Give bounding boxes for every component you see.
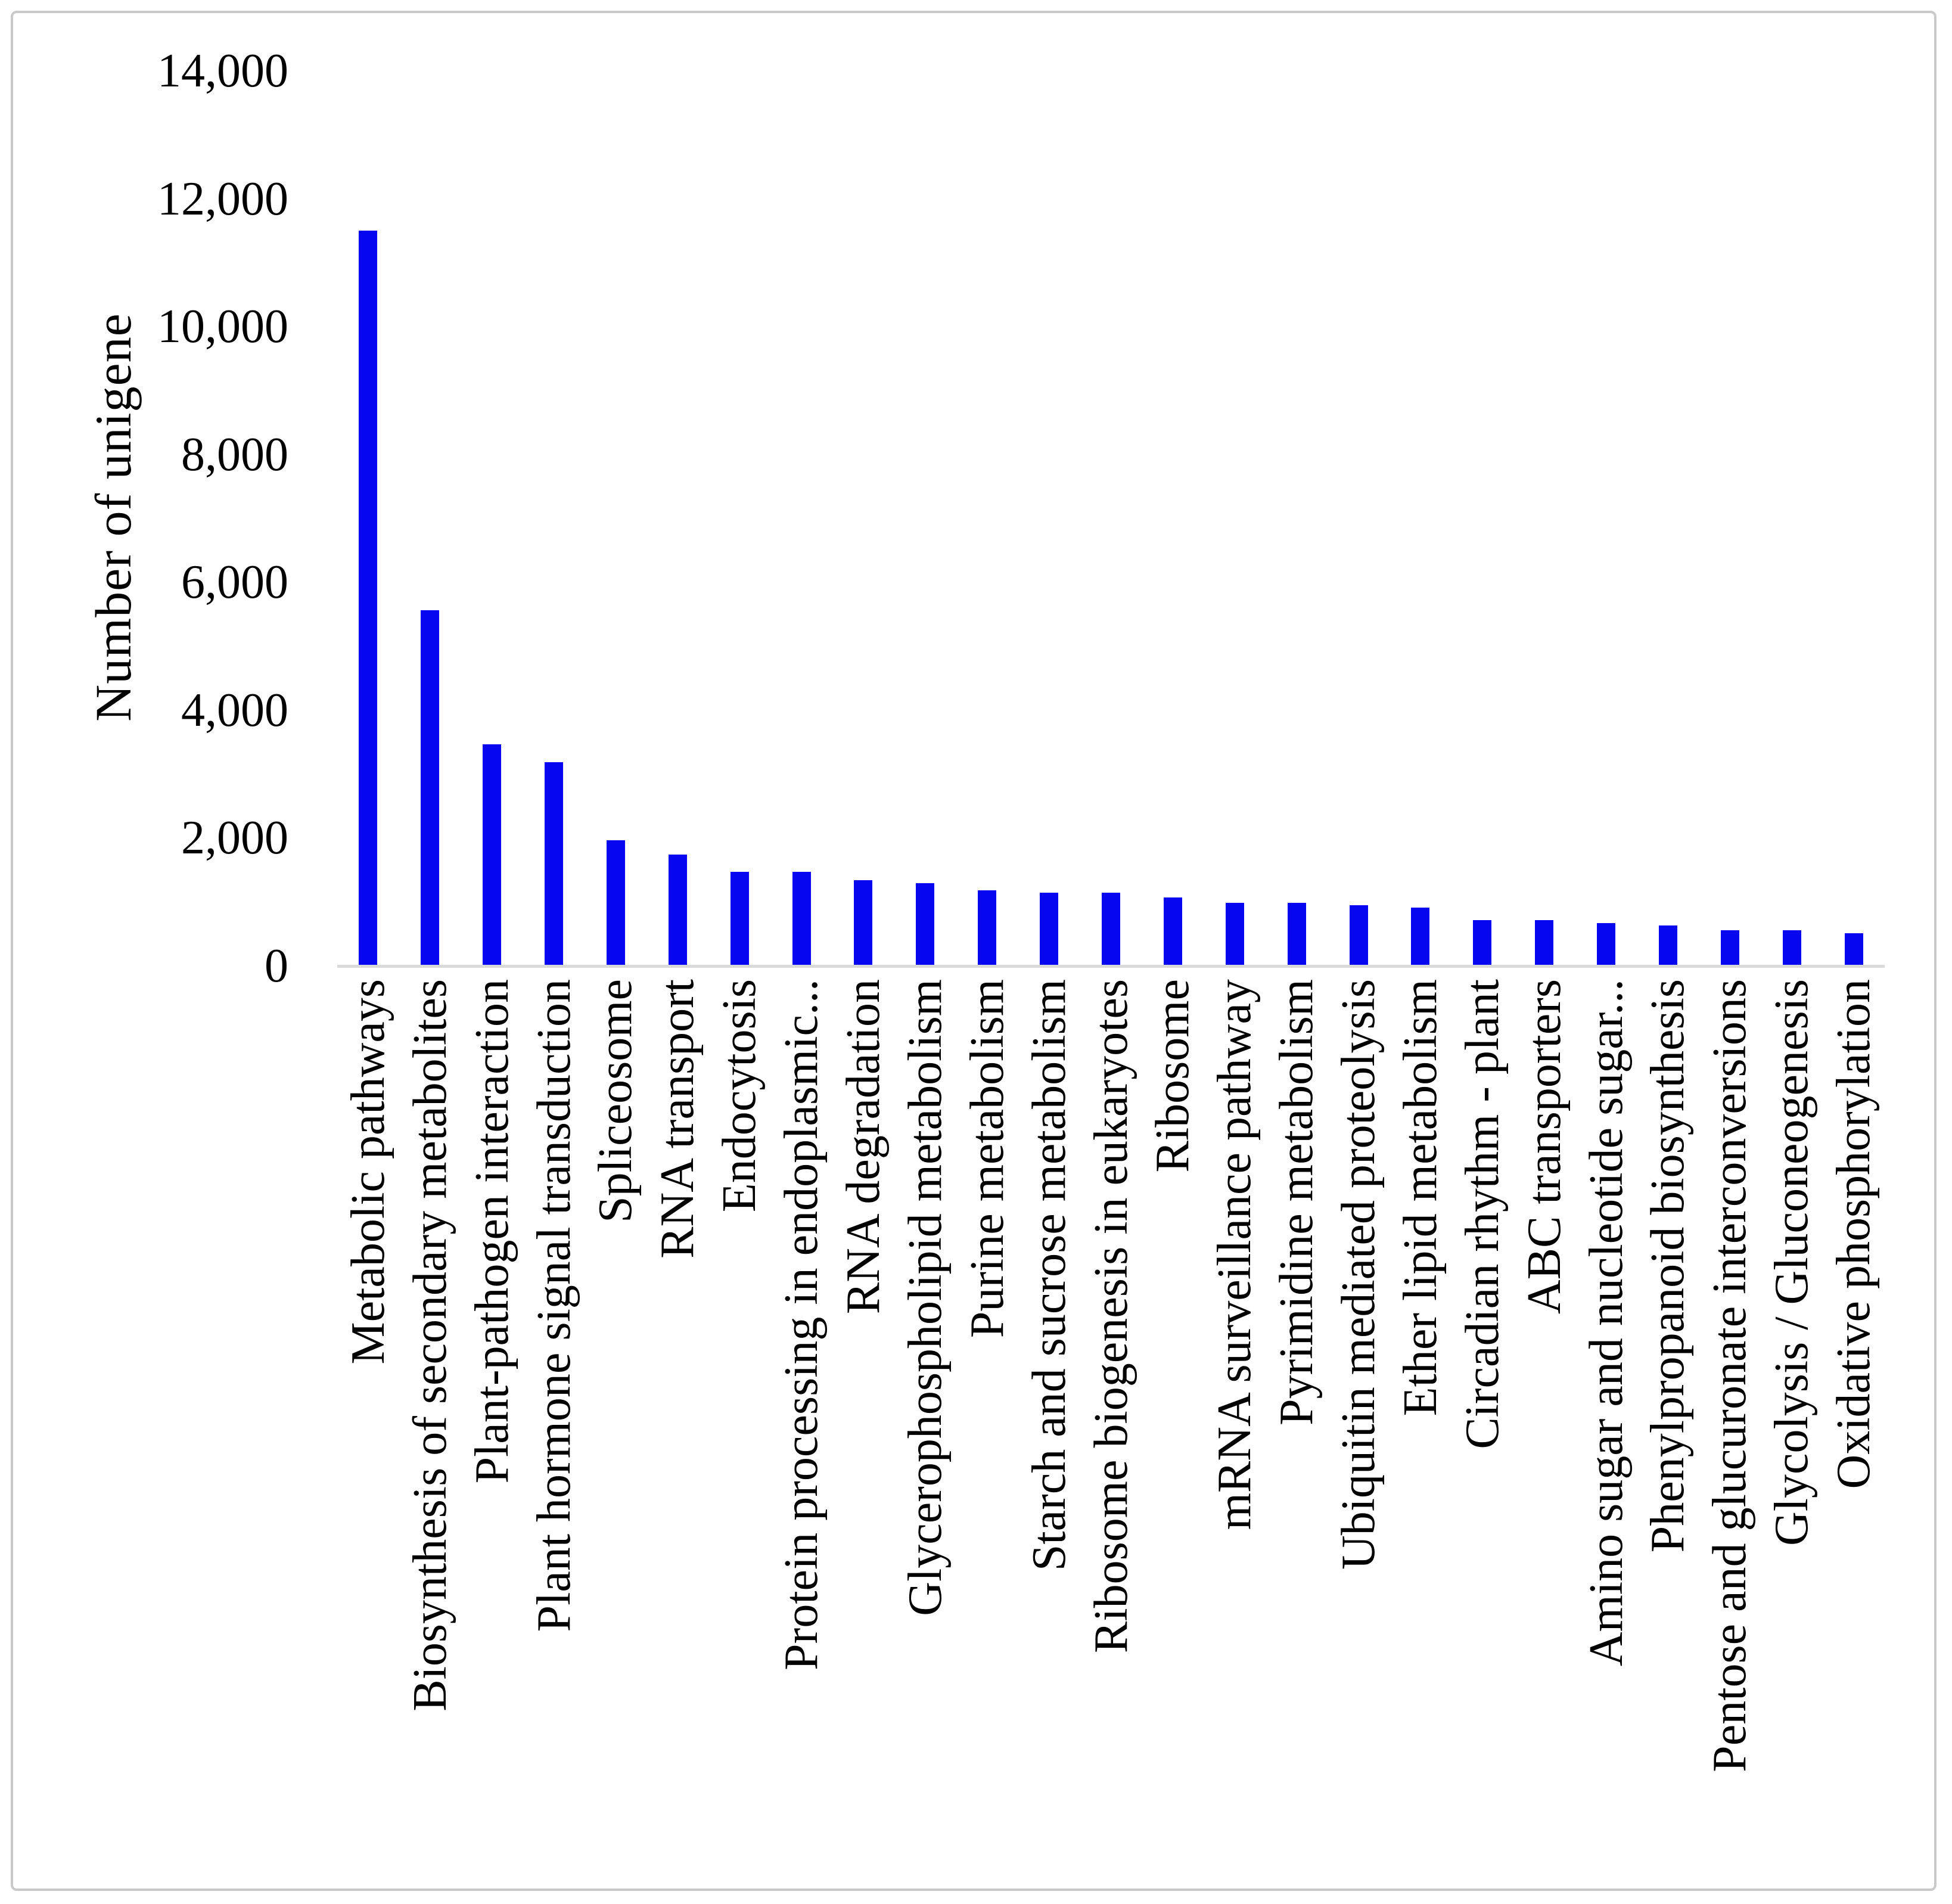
- category-label: Spliceosome: [589, 979, 642, 1223]
- x-axis-line: [337, 965, 1885, 968]
- category-label: Ether lipid metabolism: [1394, 979, 1447, 1417]
- y-tick-label: 6,000: [181, 556, 288, 609]
- category-label: Purine metabolism: [961, 979, 1014, 1338]
- y-tick-label: 14,000: [157, 45, 288, 97]
- y-tick-label: 12,000: [157, 172, 288, 225]
- category-label: Protein processing in endoplasmic...: [775, 979, 828, 1670]
- bar: [606, 840, 625, 966]
- category-label: Phenylpropanoid biosynthesis: [1642, 979, 1695, 1553]
- category-label: Biosynthesis of secondary metabolites: [403, 979, 456, 1712]
- category-label: RNA transport: [651, 979, 704, 1259]
- bar: [854, 880, 873, 966]
- bar: [916, 883, 935, 966]
- bar: [421, 610, 440, 966]
- bar: [545, 762, 564, 966]
- bar: [1102, 892, 1120, 966]
- category-label: Starch and sucrose metabolism: [1022, 979, 1076, 1571]
- bar: [1163, 897, 1182, 966]
- category-label: Ubiquitin mediated proteolysis: [1332, 979, 1385, 1570]
- bar: [1658, 925, 1677, 966]
- bar: [1040, 892, 1059, 966]
- category-label: Plant-pathogen interaction: [465, 979, 518, 1484]
- y-tick-label: 4,000: [181, 684, 288, 737]
- category-label: Pentose and glucuronate interconversions: [1704, 979, 1757, 1772]
- category-label: Circadian rhythm - plant: [1456, 979, 1509, 1449]
- bar: [1473, 920, 1492, 966]
- category-label: Metabolic pathways: [341, 979, 394, 1365]
- category-label: Ribosome: [1146, 979, 1199, 1173]
- bar: [1349, 905, 1368, 966]
- category-label: Endocytosis: [713, 979, 766, 1213]
- y-tick-label: 2,000: [181, 812, 288, 865]
- category-label: RNA degradation: [837, 979, 890, 1315]
- category-label: ABC transporters: [1518, 979, 1571, 1315]
- category-label: Glycerophospholipid metabolism: [899, 979, 952, 1616]
- bar: [1720, 930, 1739, 966]
- bar: [1411, 908, 1430, 966]
- y-tick-label: 8,000: [181, 428, 288, 481]
- category-label: mRNA surveillance pathway: [1208, 979, 1261, 1530]
- bar: [1597, 923, 1616, 966]
- bar: [978, 890, 997, 966]
- category-label: Oxidative phosphorylation: [1827, 979, 1880, 1489]
- category-label: Pyrimidine metabolism: [1270, 979, 1323, 1425]
- bar: [792, 872, 811, 966]
- bar: [1287, 902, 1306, 966]
- bar: [359, 231, 378, 966]
- bar: [1844, 933, 1863, 966]
- bar: [1535, 920, 1554, 966]
- category-label: Glycolysis / Gluconeogenesis: [1765, 979, 1819, 1546]
- category-label: Ribosome biogenesis in eukaryotes: [1084, 979, 1137, 1653]
- category-label: Plant hormone signal transduction: [527, 979, 580, 1632]
- bar: [483, 744, 502, 966]
- bar: [1782, 930, 1801, 966]
- y-tick-label: 0: [265, 940, 288, 992]
- bar-chart-figure: Number of unigene 0 2,000 4,000 6,000 8,000 1…: [11, 11, 1937, 1891]
- y-tick-label: 10,000: [157, 300, 288, 353]
- bar: [730, 872, 749, 966]
- category-label: Amino sugar and nucleotide sugar...: [1580, 979, 1633, 1667]
- bar: [668, 855, 687, 966]
- bar: [1225, 902, 1244, 966]
- y-axis-title: Number of unigene: [85, 313, 142, 722]
